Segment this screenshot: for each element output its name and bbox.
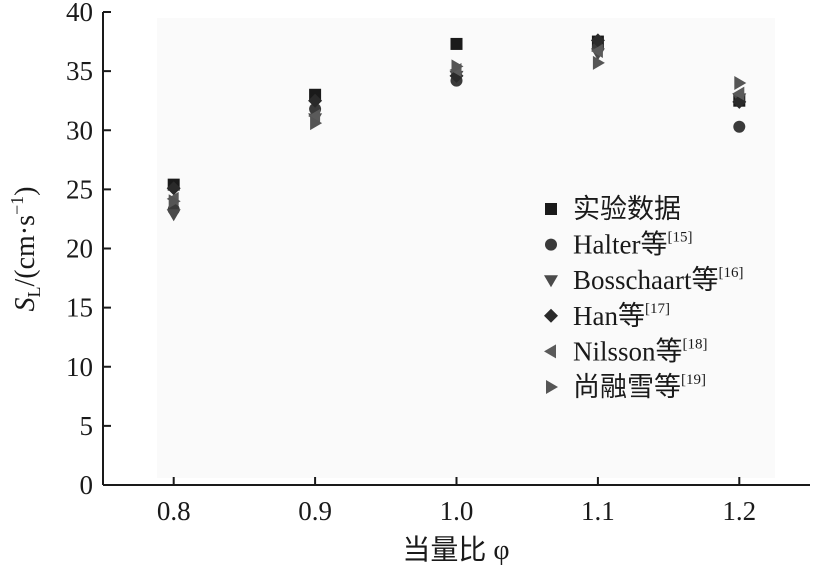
legend-series-name: Nilsson等: [573, 336, 683, 366]
legend-citation: [18]: [683, 336, 708, 352]
data-point: [308, 109, 321, 124]
x-tick-label: 0.8: [157, 496, 191, 526]
data-point: [732, 86, 745, 101]
legend-marker: [545, 203, 557, 215]
legend-label: Bosschaart等[16]: [573, 265, 743, 295]
legend-label: Halter等[15]: [573, 230, 692, 260]
y-tick-label: 40: [66, 0, 93, 27]
x-axis-title: 当量比 φ: [402, 534, 509, 566]
plot-background: [157, 18, 775, 478]
x-tick-label: 1.2: [722, 496, 756, 526]
data-point: [168, 194, 181, 209]
y-tick-label: 15: [66, 293, 93, 323]
legend-citation: [17]: [645, 301, 670, 317]
y-tick-label: 5: [80, 411, 94, 441]
data-point: [166, 181, 181, 196]
legend-marker: [544, 344, 556, 359]
legend-series-name: 尚融雪等: [573, 372, 681, 402]
legend-label: 尚融雪等[19]: [573, 372, 706, 402]
y-tick-label: 35: [66, 56, 93, 86]
svg-text:SL/(cm·s−1): SL/(cm·s−1): [7, 186, 44, 311]
data-point: [308, 93, 323, 108]
legend-marker: [546, 380, 558, 394]
data-point: [451, 59, 464, 74]
data-point: [166, 209, 181, 222]
legend-item: 尚融雪等[19]: [546, 372, 706, 402]
legend-item: Han等[17]: [544, 301, 670, 331]
data-point: [733, 120, 746, 133]
y-axis-ticks: 0 5 10 15 20 25 30 35 40: [66, 0, 111, 500]
data-point: [310, 116, 323, 131]
y-tick-label: 20: [66, 234, 93, 264]
data-point: [590, 33, 605, 48]
x-tick-label: 1.0: [440, 496, 474, 526]
legend-series-name: Halter等: [573, 230, 667, 260]
y-tick-label: 0: [80, 470, 94, 500]
data-points: [166, 33, 747, 222]
y-tick-label: 10: [66, 352, 93, 382]
data-point: [734, 75, 747, 90]
legend-marker: [544, 275, 558, 288]
legend-item: Halter等[15]: [545, 230, 692, 260]
data-point: [590, 44, 603, 59]
x-axis-ticks: 0.8 0.9 1.0 1.1 1.2: [157, 477, 756, 526]
legend-citation: [15]: [667, 230, 692, 246]
series-5-points: [168, 55, 747, 209]
legend-marker: [544, 308, 558, 323]
legend: 实验数据 Halter等[15] Bosschaart等[16] Han等[17] Ni…: [544, 194, 743, 402]
legend-marker: [545, 238, 557, 251]
x-tick-label: 0.9: [298, 496, 332, 526]
legend-item: Nilsson等[18]: [544, 336, 708, 366]
legend-series-name: Han等: [573, 301, 645, 331]
data-point: [450, 37, 463, 50]
legend-item: 实验数据: [545, 194, 681, 224]
legend-citation: [16]: [718, 265, 743, 281]
legend-citation: [19]: [681, 372, 706, 388]
legend-item: Bosschaart等[16]: [544, 265, 743, 295]
legend-label: Nilsson等[18]: [573, 336, 708, 366]
legend-label: Han等[17]: [573, 301, 670, 331]
data-point: [592, 55, 605, 70]
legend-label: 实验数据: [573, 194, 681, 224]
y-tick-label: 25: [66, 174, 93, 204]
x-tick-label: 1.1: [581, 496, 615, 526]
legend-series-name: 实验数据: [573, 194, 681, 224]
legend-series-name: Bosschaart等: [573, 265, 718, 295]
y-axis-title: SL/(cm·s−1): [7, 186, 44, 311]
y-tick-label: 30: [66, 115, 93, 145]
